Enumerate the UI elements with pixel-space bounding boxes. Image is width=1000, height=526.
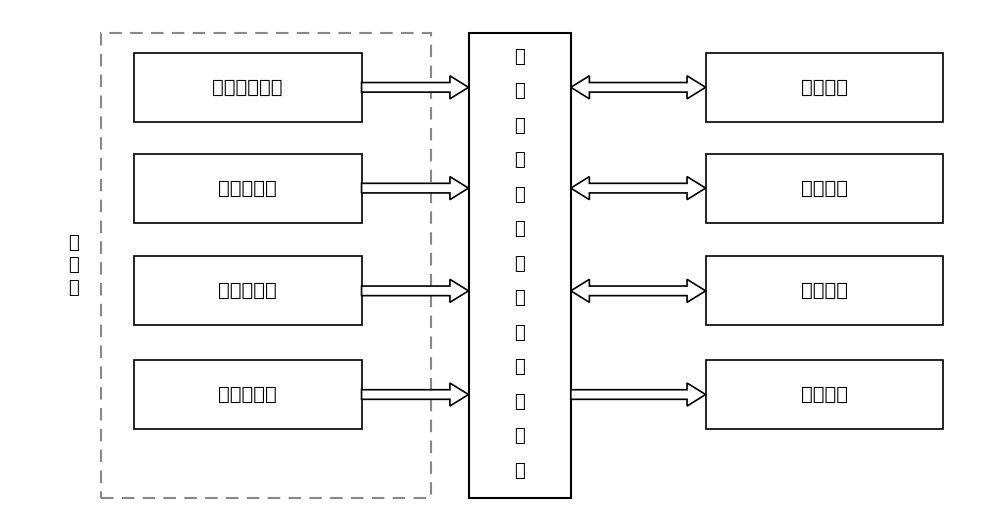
Polygon shape (362, 279, 468, 302)
Polygon shape (571, 383, 706, 406)
Text: 无线测温模块: 无线测温模块 (212, 78, 283, 97)
Text: 状: 状 (514, 289, 525, 307)
Text: 压力传感器: 压力传感器 (218, 281, 277, 300)
Text: 测: 测 (514, 392, 525, 411)
Text: 器: 器 (514, 186, 525, 204)
Bar (468, 33, 571, 498)
Bar (706, 154, 943, 222)
Bar (134, 53, 362, 122)
Text: 置: 置 (514, 462, 525, 480)
Bar (101, 33, 431, 498)
Text: 存储单元: 存储单元 (801, 281, 848, 300)
Polygon shape (571, 279, 706, 302)
Text: 线: 线 (514, 255, 525, 272)
Bar (706, 256, 943, 326)
Polygon shape (362, 383, 468, 406)
Polygon shape (571, 76, 706, 99)
Bar (134, 360, 362, 429)
Text: 装: 装 (514, 427, 525, 445)
Text: 路: 路 (514, 151, 525, 169)
Text: 监: 监 (514, 358, 525, 376)
Text: 在: 在 (514, 220, 525, 238)
Bar (134, 256, 362, 326)
Text: 霍尔传感器: 霍尔传感器 (218, 179, 277, 198)
Text: 通讯单元: 通讯单元 (801, 78, 848, 97)
Polygon shape (362, 177, 468, 200)
Text: 位移传感器: 位移传感器 (218, 385, 277, 404)
Polygon shape (362, 76, 468, 99)
Text: 显示单元: 显示单元 (801, 179, 848, 198)
Text: 断: 断 (514, 117, 525, 135)
Text: 报警指示: 报警指示 (801, 385, 848, 404)
Bar (706, 53, 943, 122)
Polygon shape (571, 177, 706, 200)
Bar (706, 360, 943, 429)
Text: 断
路
器: 断 路 器 (68, 234, 79, 297)
Bar (134, 154, 362, 222)
Text: 真: 真 (514, 48, 525, 66)
Text: 空: 空 (514, 82, 525, 100)
Text: 态: 态 (514, 323, 525, 342)
